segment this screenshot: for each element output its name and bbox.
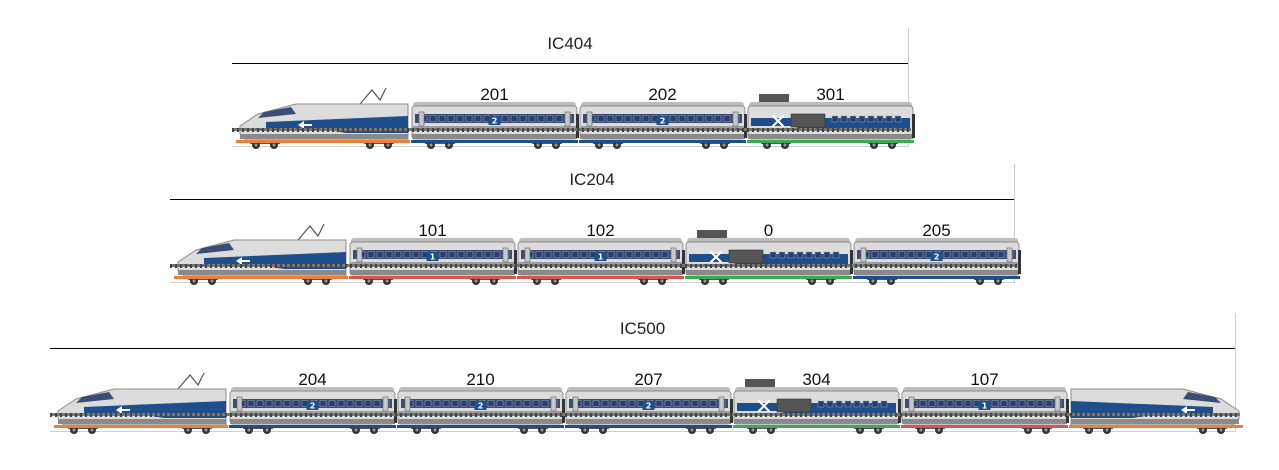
car-number-label: 101 <box>418 221 446 240</box>
train-title: IC204 <box>569 170 615 189</box>
car-class-bar <box>236 140 410 143</box>
title-divider <box>232 63 908 64</box>
locomotive[interactable] <box>239 87 409 149</box>
locomotive[interactable] <box>177 223 347 285</box>
car-number-label: 107 <box>970 370 998 389</box>
class-number: 2 <box>660 117 666 126</box>
locomotive[interactable] <box>57 372 227 434</box>
class-number: 2 <box>646 402 652 411</box>
passenger-car[interactable]: 2 204 <box>229 370 397 434</box>
car-class-bar <box>54 425 228 428</box>
car-number-label: 202 <box>648 85 676 104</box>
rail-track <box>170 264 1017 267</box>
title-divider <box>170 199 1014 200</box>
car-class-bar <box>397 425 564 428</box>
passenger-car[interactable]: 1 107 <box>901 370 1069 434</box>
car-class-bar <box>229 425 396 428</box>
car-class-bar <box>411 140 578 143</box>
car-class-bar <box>349 276 516 279</box>
car-class-bar <box>565 425 732 428</box>
passenger-car[interactable]: 2 201 <box>411 85 579 149</box>
car-class-bar <box>853 276 1020 279</box>
class-number: 1 <box>982 402 988 411</box>
passenger-car[interactable]: 2 207 <box>565 370 733 434</box>
rail-track <box>232 128 911 131</box>
car-number-label: 301 <box>816 85 844 104</box>
car-class-bar <box>579 140 746 143</box>
car-number-label: 0 <box>764 221 773 240</box>
passenger-car[interactable]: 2 202 <box>579 85 747 149</box>
passenger-car[interactable]: 2 205 <box>853 221 1021 285</box>
class-number: 2 <box>492 117 498 126</box>
train-title: IC500 <box>619 319 666 338</box>
car-number-label: 304 <box>802 370 830 389</box>
car-number-label: 210 <box>466 370 494 389</box>
car-class-bar <box>901 425 1068 428</box>
passenger-car[interactable]: 1 102 <box>517 221 685 285</box>
car-class-bar <box>733 425 900 428</box>
car-class-bar <box>685 276 852 279</box>
train-panel-ic204: IC204 1 101 1 102 0 2 205 <box>170 164 1021 285</box>
dining-car[interactable]: 301 <box>747 85 915 149</box>
train-cars: 2 201 2 202 301 <box>239 85 915 149</box>
title-divider <box>50 348 1235 349</box>
passenger-car[interactable]: 1 101 <box>349 221 517 285</box>
train-panel-ic500: IC500 2 204 2 210 2 207 304 1 107 <box>50 313 1243 434</box>
class-number: 1 <box>430 253 436 262</box>
train-consist: 1 101 1 102 0 2 205 <box>170 221 1021 285</box>
class-number: 2 <box>934 253 940 262</box>
car-class-bar <box>517 276 684 279</box>
car-number-label: 201 <box>480 85 508 104</box>
dining-car[interactable]: 304 <box>733 370 901 434</box>
car-class-bar <box>747 140 914 143</box>
train-cars: 2 204 2 210 2 207 304 1 107 <box>57 370 1240 434</box>
class-number: 2 <box>478 402 484 411</box>
train-cars: 1 101 1 102 0 2 205 <box>177 221 1021 285</box>
car-number-label: 102 <box>586 221 614 240</box>
car-class-bar <box>1069 425 1243 428</box>
dining-car[interactable]: 0 <box>685 221 853 285</box>
train-consist: 2 204 2 210 2 207 304 1 107 <box>50 370 1243 434</box>
train-consist: 2 201 2 202 301 <box>232 85 915 149</box>
car-number-label: 205 <box>922 221 950 240</box>
class-number: 1 <box>598 253 604 262</box>
class-number: 2 <box>310 402 316 411</box>
car-number-label: 207 <box>634 370 662 389</box>
car-class-bar <box>174 276 348 279</box>
train-panel-ic404: IC404 2 201 2 202 301 <box>232 28 915 149</box>
car-number-label: 204 <box>298 370 326 389</box>
passenger-car[interactable]: 2 210 <box>397 370 565 434</box>
train-title: IC404 <box>547 34 593 53</box>
